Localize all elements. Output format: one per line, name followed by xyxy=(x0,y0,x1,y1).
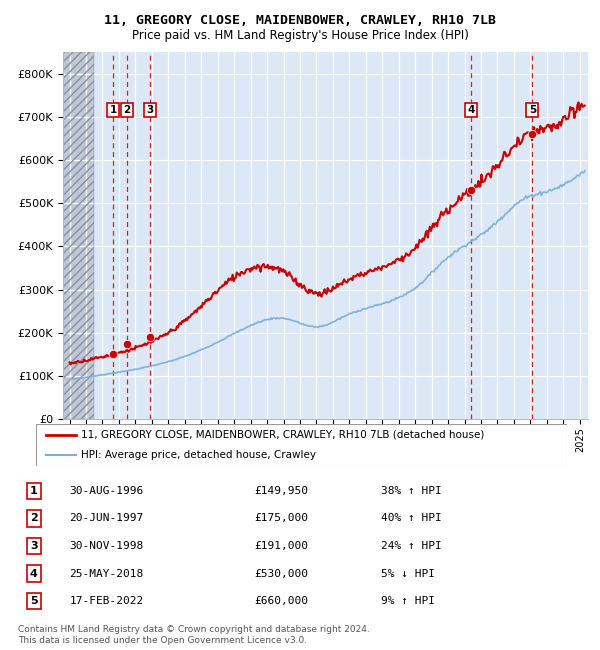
Text: 5: 5 xyxy=(529,105,536,115)
Text: 11, GREGORY CLOSE, MAIDENBOWER, CRAWLEY, RH10 7LB: 11, GREGORY CLOSE, MAIDENBOWER, CRAWLEY,… xyxy=(104,14,496,27)
Text: 9% ↑ HPI: 9% ↑ HPI xyxy=(380,596,434,606)
Text: 30-NOV-1998: 30-NOV-1998 xyxy=(70,541,144,551)
Text: 3: 3 xyxy=(147,105,154,115)
Text: £149,950: £149,950 xyxy=(254,486,308,496)
Bar xyxy=(63,52,94,419)
Text: 40% ↑ HPI: 40% ↑ HPI xyxy=(380,514,442,523)
Text: £660,000: £660,000 xyxy=(254,596,308,606)
Text: 25-MAY-2018: 25-MAY-2018 xyxy=(70,569,144,578)
Text: Contains HM Land Registry data © Crown copyright and database right 2024.
This d: Contains HM Land Registry data © Crown c… xyxy=(18,625,370,645)
Text: 20-JUN-1997: 20-JUN-1997 xyxy=(70,514,144,523)
Text: 4: 4 xyxy=(467,105,475,115)
Text: 5% ↓ HPI: 5% ↓ HPI xyxy=(380,569,434,578)
Text: £175,000: £175,000 xyxy=(254,514,308,523)
Bar xyxy=(63,52,94,419)
Text: Price paid vs. HM Land Registry's House Price Index (HPI): Price paid vs. HM Land Registry's House … xyxy=(131,29,469,42)
Text: 11, GREGORY CLOSE, MAIDENBOWER, CRAWLEY, RH10 7LB (detached house): 11, GREGORY CLOSE, MAIDENBOWER, CRAWLEY,… xyxy=(81,430,485,440)
Text: 4: 4 xyxy=(30,569,38,578)
Text: HPI: Average price, detached house, Crawley: HPI: Average price, detached house, Craw… xyxy=(81,450,316,460)
Text: 5: 5 xyxy=(30,596,38,606)
Text: £530,000: £530,000 xyxy=(254,569,308,578)
Text: 2: 2 xyxy=(30,514,38,523)
Text: 38% ↑ HPI: 38% ↑ HPI xyxy=(380,486,442,496)
Text: 1: 1 xyxy=(30,486,38,496)
Text: 2: 2 xyxy=(123,105,130,115)
Text: 3: 3 xyxy=(30,541,38,551)
Text: £191,000: £191,000 xyxy=(254,541,308,551)
FancyBboxPatch shape xyxy=(36,424,567,466)
Text: 17-FEB-2022: 17-FEB-2022 xyxy=(70,596,144,606)
Text: 1: 1 xyxy=(110,105,117,115)
Text: 30-AUG-1996: 30-AUG-1996 xyxy=(70,486,144,496)
Text: 24% ↑ HPI: 24% ↑ HPI xyxy=(380,541,442,551)
